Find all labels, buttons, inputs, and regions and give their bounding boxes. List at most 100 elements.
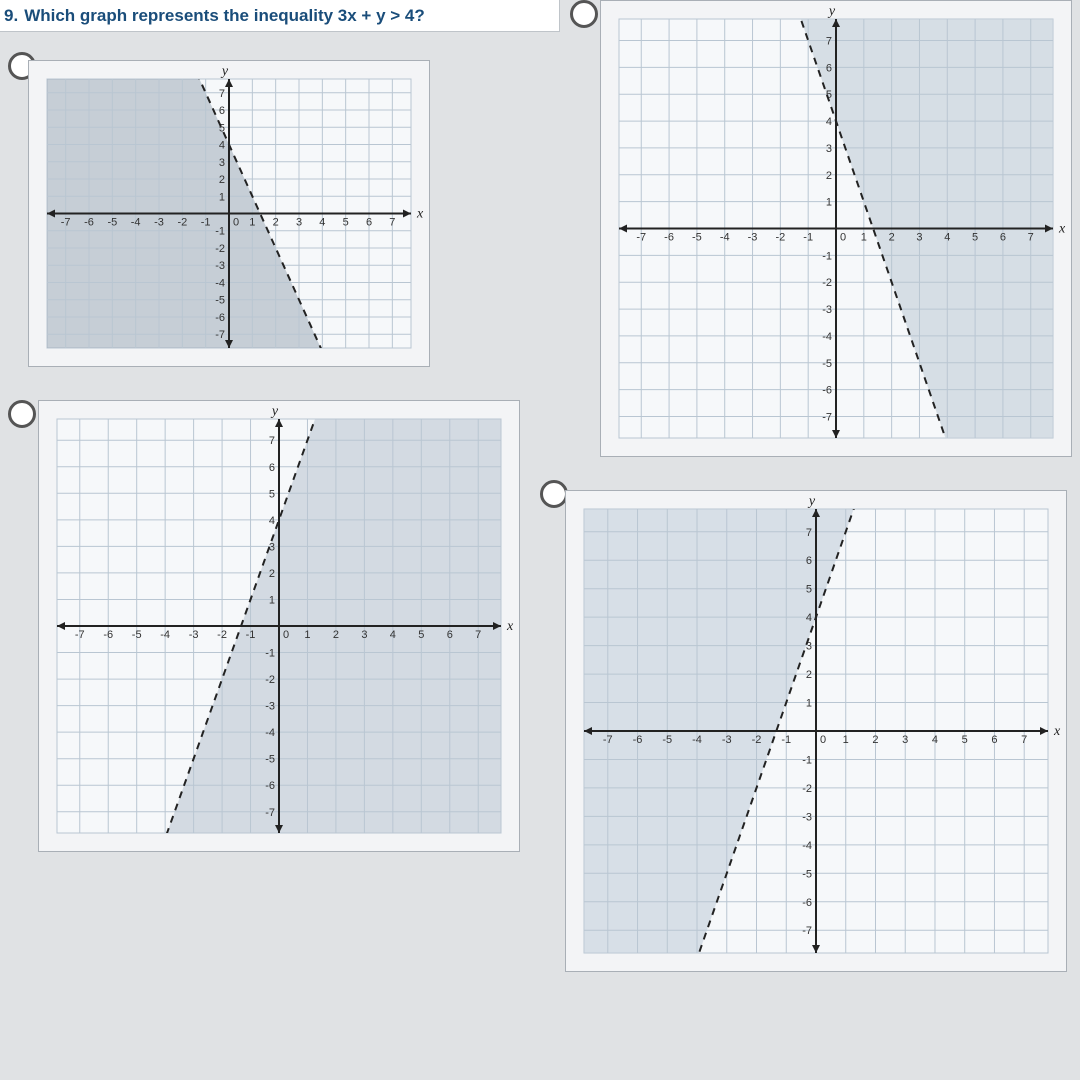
svg-text:6: 6 bbox=[991, 734, 997, 746]
svg-text:1: 1 bbox=[826, 197, 832, 209]
svg-text:-3: -3 bbox=[822, 304, 832, 316]
svg-text:-4: -4 bbox=[822, 331, 832, 343]
svg-text:-2: -2 bbox=[217, 629, 227, 641]
svg-text:2: 2 bbox=[219, 174, 225, 186]
svg-text:-3: -3 bbox=[154, 217, 164, 229]
svg-text:1: 1 bbox=[861, 232, 867, 244]
svg-text:x: x bbox=[1053, 724, 1061, 739]
svg-text:5: 5 bbox=[343, 217, 349, 229]
svg-text:0: 0 bbox=[283, 629, 289, 641]
svg-text:3: 3 bbox=[219, 157, 225, 169]
svg-text:6: 6 bbox=[1000, 232, 1006, 244]
svg-text:2: 2 bbox=[889, 232, 895, 244]
svg-text:7: 7 bbox=[1028, 232, 1034, 244]
svg-text:-5: -5 bbox=[215, 295, 225, 307]
svg-text:4: 4 bbox=[806, 612, 812, 624]
svg-text:5: 5 bbox=[962, 734, 968, 746]
svg-text:3: 3 bbox=[361, 629, 367, 641]
svg-text:x: x bbox=[416, 207, 424, 222]
svg-text:-6: -6 bbox=[84, 217, 94, 229]
svg-text:-1: -1 bbox=[265, 648, 275, 660]
svg-text:-7: -7 bbox=[75, 629, 85, 641]
svg-text:-7: -7 bbox=[61, 217, 71, 229]
graph-choice-b: -7-6-5-4-3-2-101234567-7-6-5-4-3-2-11234… bbox=[600, 0, 1072, 457]
svg-text:3: 3 bbox=[296, 217, 302, 229]
svg-text:-7: -7 bbox=[822, 412, 832, 424]
svg-text:3: 3 bbox=[826, 143, 832, 155]
svg-text:-3: -3 bbox=[265, 701, 275, 713]
svg-text:4: 4 bbox=[319, 217, 325, 229]
svg-text:-6: -6 bbox=[103, 629, 113, 641]
svg-text:2: 2 bbox=[333, 629, 339, 641]
svg-text:1: 1 bbox=[304, 629, 310, 641]
svg-text:5: 5 bbox=[418, 629, 424, 641]
svg-text:1: 1 bbox=[219, 191, 225, 203]
svg-text:-7: -7 bbox=[603, 734, 613, 746]
svg-text:7: 7 bbox=[475, 629, 481, 641]
svg-text:-6: -6 bbox=[822, 385, 832, 397]
svg-text:2: 2 bbox=[269, 568, 275, 580]
svg-text:y: y bbox=[807, 494, 816, 509]
svg-text:-2: -2 bbox=[775, 232, 785, 244]
svg-text:-1: -1 bbox=[201, 217, 211, 229]
svg-text:4: 4 bbox=[932, 734, 938, 746]
svg-text:0: 0 bbox=[820, 734, 826, 746]
svg-text:-1: -1 bbox=[802, 754, 812, 766]
question-text: Which graph represents the inequality 3x… bbox=[24, 6, 425, 26]
svg-text:1: 1 bbox=[843, 734, 849, 746]
svg-text:7: 7 bbox=[806, 527, 812, 539]
svg-text:-6: -6 bbox=[633, 734, 643, 746]
svg-text:0: 0 bbox=[233, 217, 239, 229]
svg-text:-3: -3 bbox=[802, 811, 812, 823]
svg-text:-4: -4 bbox=[802, 840, 812, 852]
svg-text:7: 7 bbox=[389, 217, 395, 229]
graph-choice-a: -7-6-5-4-3-2-101234567-7-6-5-4-3-2-11234… bbox=[28, 60, 430, 367]
svg-text:-4: -4 bbox=[692, 734, 702, 746]
svg-text:2: 2 bbox=[872, 734, 878, 746]
svg-text:-4: -4 bbox=[131, 217, 141, 229]
svg-text:-6: -6 bbox=[215, 312, 225, 324]
svg-text:-5: -5 bbox=[265, 754, 275, 766]
svg-text:6: 6 bbox=[269, 462, 275, 474]
svg-text:-4: -4 bbox=[265, 727, 275, 739]
svg-text:-5: -5 bbox=[802, 868, 812, 880]
svg-text:-2: -2 bbox=[752, 734, 762, 746]
svg-text:-2: -2 bbox=[177, 217, 187, 229]
svg-text:6: 6 bbox=[826, 62, 832, 74]
svg-text:7: 7 bbox=[269, 435, 275, 447]
svg-text:-7: -7 bbox=[636, 232, 646, 244]
radio-choice-c[interactable] bbox=[8, 400, 36, 428]
svg-text:-1: -1 bbox=[781, 734, 791, 746]
question-bar: 9. Which graph represents the inequality… bbox=[0, 0, 560, 32]
svg-text:1: 1 bbox=[269, 594, 275, 606]
svg-text:y: y bbox=[220, 64, 229, 79]
svg-text:7: 7 bbox=[1021, 734, 1027, 746]
svg-text:-3: -3 bbox=[722, 734, 732, 746]
svg-text:-7: -7 bbox=[802, 925, 812, 937]
svg-text:3: 3 bbox=[916, 232, 922, 244]
svg-text:0: 0 bbox=[840, 232, 846, 244]
svg-text:6: 6 bbox=[366, 217, 372, 229]
svg-text:4: 4 bbox=[269, 515, 275, 527]
svg-text:x: x bbox=[1058, 222, 1066, 237]
svg-text:-5: -5 bbox=[692, 232, 702, 244]
svg-text:4: 4 bbox=[219, 140, 225, 152]
svg-text:-5: -5 bbox=[662, 734, 672, 746]
svg-text:-7: -7 bbox=[265, 807, 275, 819]
svg-text:1: 1 bbox=[249, 217, 255, 229]
svg-text:4: 4 bbox=[944, 232, 950, 244]
svg-text:5: 5 bbox=[806, 584, 812, 596]
svg-text:-2: -2 bbox=[822, 277, 832, 289]
svg-text:3: 3 bbox=[902, 734, 908, 746]
svg-text:7: 7 bbox=[826, 35, 832, 47]
svg-text:-1: -1 bbox=[803, 232, 813, 244]
svg-text:-5: -5 bbox=[132, 629, 142, 641]
svg-text:5: 5 bbox=[269, 488, 275, 500]
graph-choice-c: -7-6-5-4-3-2-101234567-7-6-5-4-3-2-11234… bbox=[38, 400, 520, 852]
svg-text:-3: -3 bbox=[189, 629, 199, 641]
svg-text:-2: -2 bbox=[215, 243, 225, 255]
radio-choice-b[interactable] bbox=[570, 0, 598, 28]
svg-text:-2: -2 bbox=[265, 674, 275, 686]
svg-text:-2: -2 bbox=[802, 783, 812, 795]
radio-choice-d[interactable] bbox=[540, 480, 568, 508]
